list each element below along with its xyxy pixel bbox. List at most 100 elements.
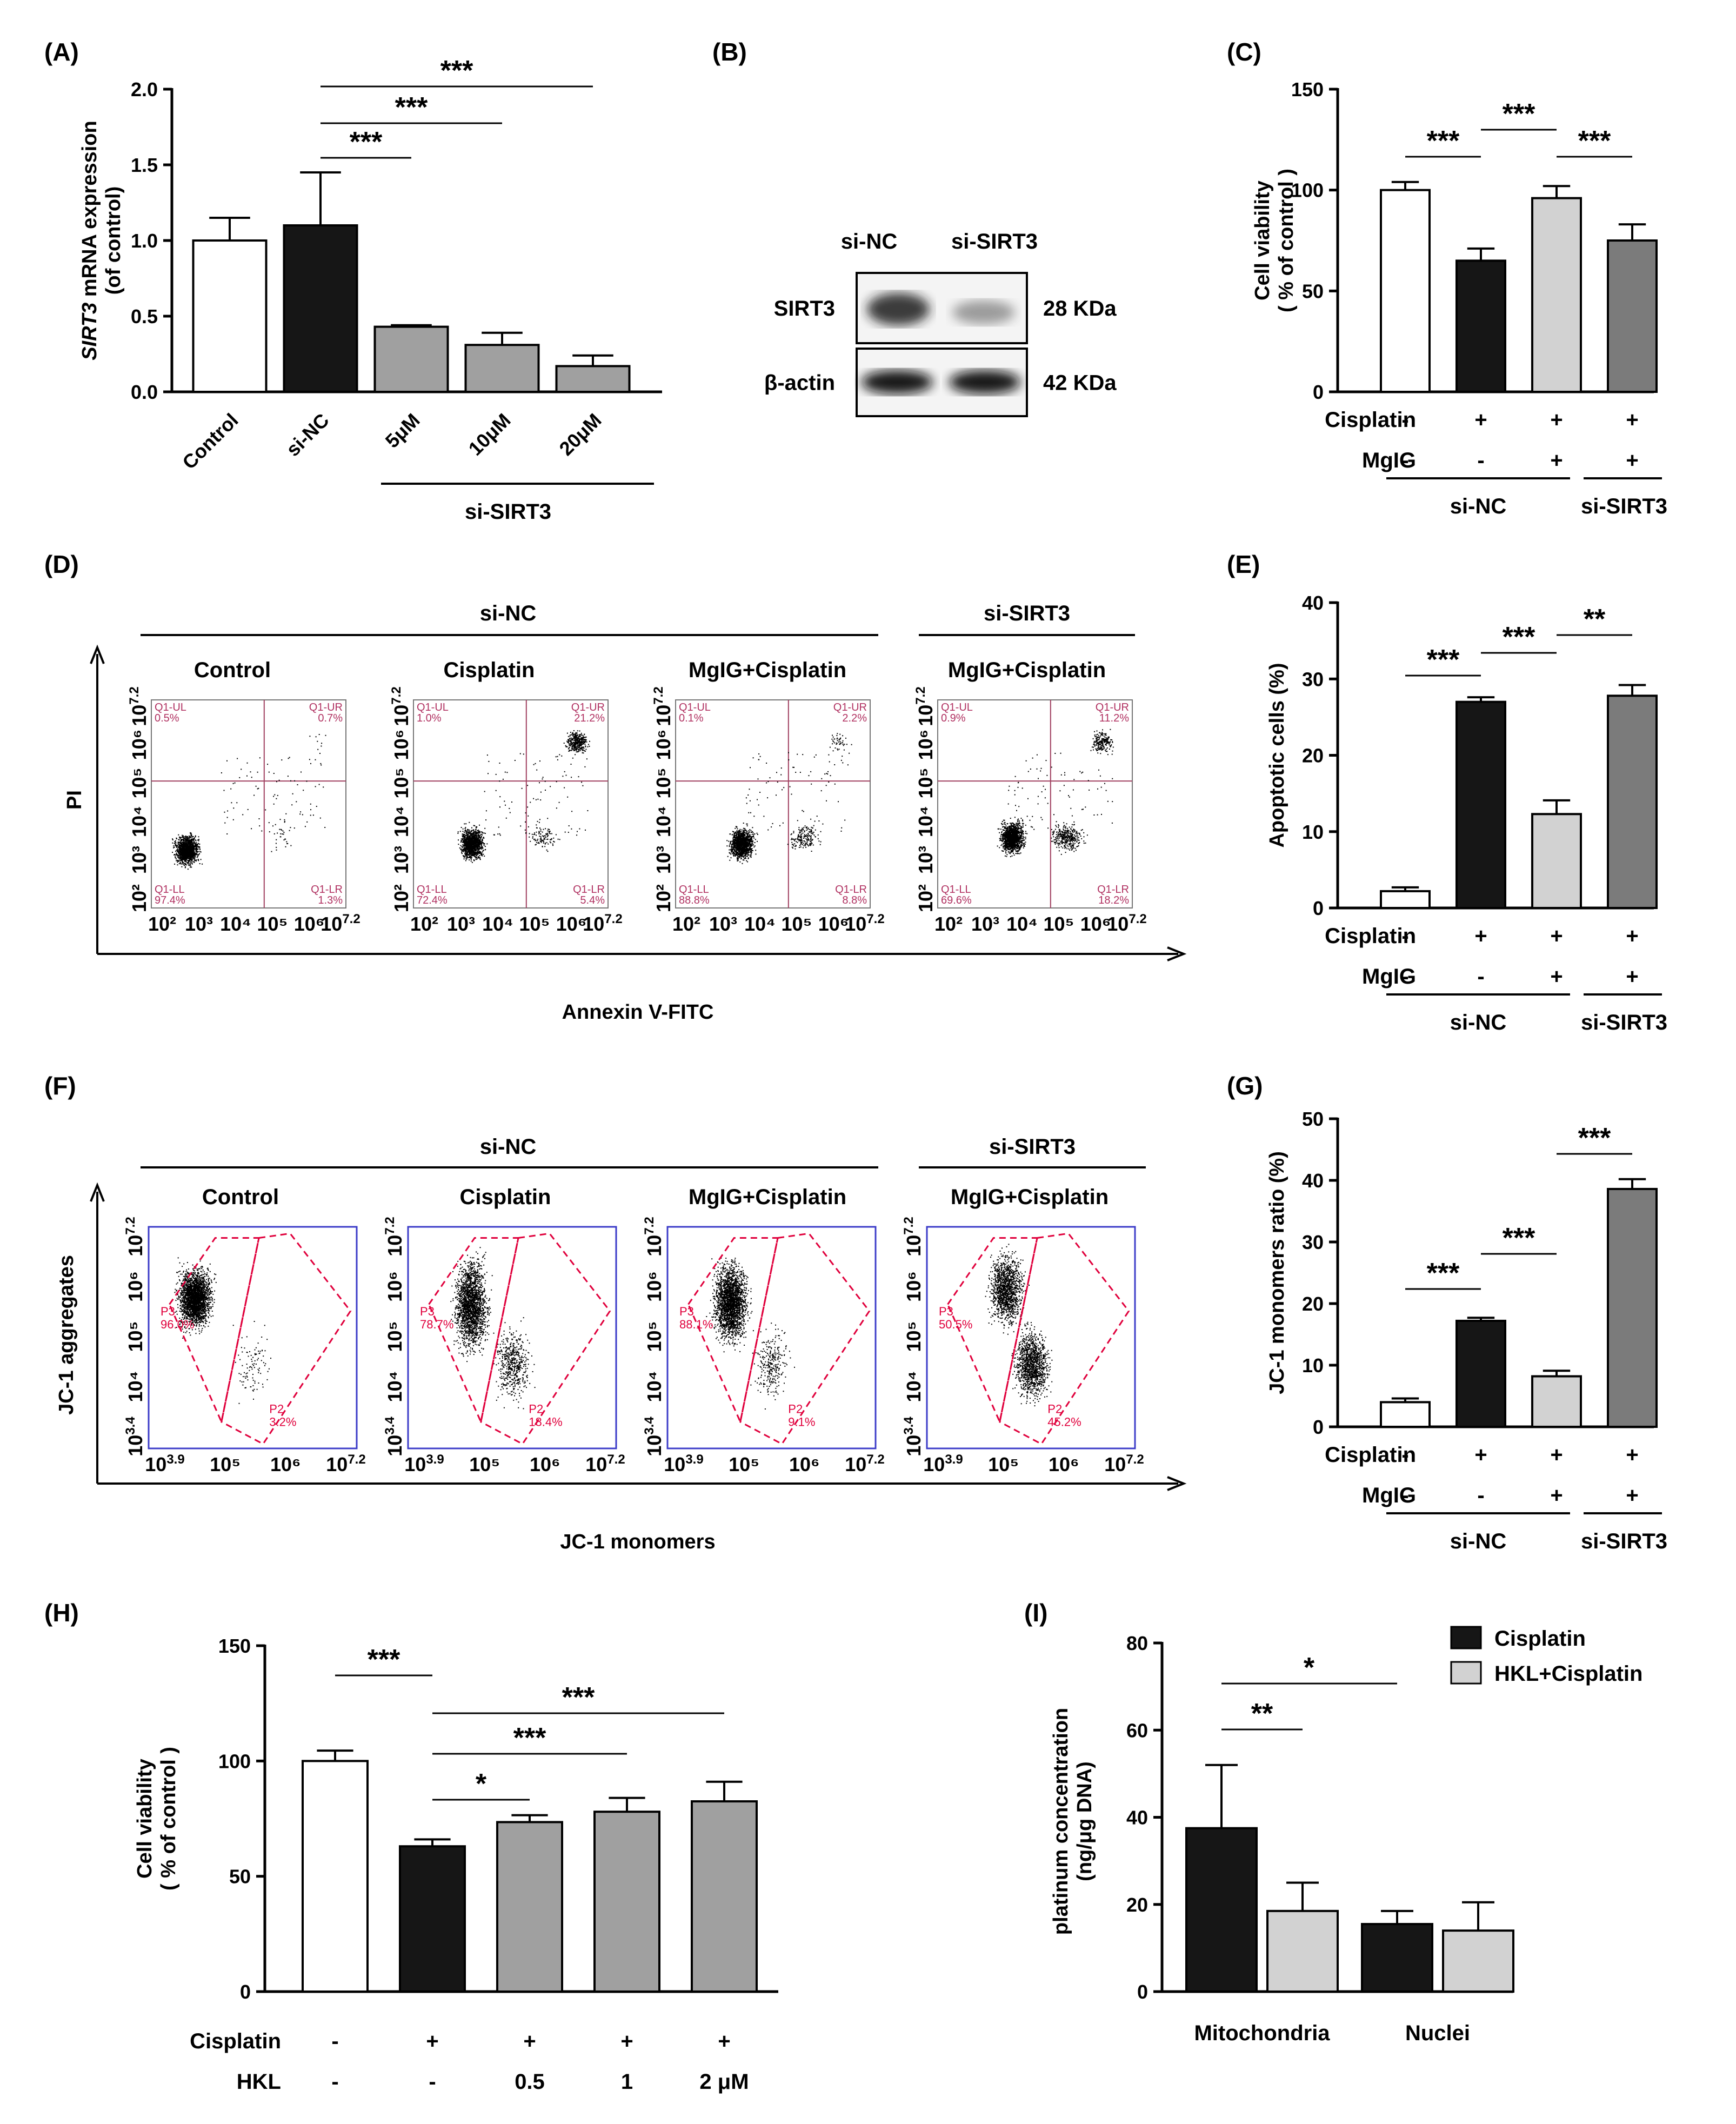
panel-label: (B) [712, 38, 747, 66]
condition-mark: - [429, 2070, 436, 2094]
flow-dots [706, 1257, 795, 1410]
condition-mark: - [331, 2029, 338, 2053]
bar [1266, 1909, 1339, 1993]
bar [1607, 1187, 1658, 1428]
significance-stars: *** [513, 1722, 546, 1754]
y-tick-label: 10⁴ [903, 1371, 925, 1402]
significance-stars: *** [1503, 622, 1535, 653]
quadrant-name: Q1-LR [573, 884, 605, 896]
y-tick-label: 107.2 [383, 1217, 406, 1256]
gate-percent: 18.4% [529, 1415, 562, 1428]
panel-label: (C) [1227, 38, 1261, 66]
plot-title: MgIG+Cisplatin [951, 1185, 1109, 1209]
quadrant-name: Q1-UR [833, 702, 867, 713]
y-axis-title: JC-1 aggregates [55, 1255, 78, 1415]
condition-mark: + [1550, 965, 1563, 988]
x-tick-label: 10² [672, 913, 700, 935]
y-tick-label: 103.4 [642, 1417, 665, 1457]
flow-plot-frame [407, 1226, 617, 1450]
y-tick-label: 10⁵ [384, 1321, 406, 1352]
y-tick-label: 150 [1291, 78, 1324, 101]
y-tick-label: 1.0 [131, 230, 158, 252]
condition-mark: - [1477, 1484, 1484, 1507]
quadrant-percent: 97.4% [155, 894, 185, 906]
x-tick-label: 10⁶ [530, 1453, 560, 1475]
significance-stars: * [1304, 1652, 1315, 1684]
bar [1185, 1827, 1258, 1993]
group-label: si-SIRT3 [465, 500, 551, 524]
condition-mark: 0.5 [515, 2070, 545, 2094]
quadrant-percent: 1.3% [318, 894, 343, 906]
y-tick-label: 103.4 [123, 1417, 146, 1457]
y-tick-label: 40 [1302, 1170, 1324, 1192]
x-tick-label: 10⁵ [210, 1453, 241, 1475]
y-tick-label: 107.2 [651, 686, 675, 726]
condition-mark: + [523, 2029, 536, 2053]
quadrant-percent: 1.0% [417, 712, 442, 724]
condition-mark: + [1550, 408, 1563, 432]
bar [593, 1811, 660, 1993]
quadrant-name: Q1-LL [417, 884, 447, 896]
gate-p2 [221, 1232, 352, 1445]
y-tick-label: 10⁴ [128, 806, 150, 837]
quadrant-name: Q1-UR [309, 702, 343, 713]
condition-mark: + [1626, 1484, 1638, 1507]
y-axis-title-line: SIRT3 mRNA expression [78, 121, 101, 360]
condition-mark: + [718, 2029, 730, 2053]
y-tick-label: 10⁴ [384, 1371, 406, 1402]
panel-label: (G) [1227, 1072, 1263, 1100]
condition-mark: + [1474, 924, 1487, 948]
y-tick-label: 10⁶ [390, 730, 412, 760]
quadrant-percent: 5.4% [580, 894, 605, 906]
y-tick-label: 20 [1126, 1894, 1148, 1916]
x-tick-label: 107.2 [321, 912, 360, 935]
condition-mark: - [1401, 408, 1408, 432]
significance-stars: *** [562, 1682, 595, 1713]
x-tick-label: 10⁶ [556, 913, 587, 935]
y-tick-label: 10⁶ [124, 1271, 146, 1302]
y-tick-label: 10⁶ [652, 730, 675, 760]
flow-plot-frame [413, 699, 609, 909]
group-label: si-SIRT3 [984, 602, 1070, 625]
group-label: si-NC [1450, 495, 1506, 518]
y-axis-title-line: ( % of control ) [157, 1747, 180, 1891]
y-tick-label: 10³ [390, 846, 412, 874]
x-tick-label: 10³ [185, 913, 213, 935]
bar [1380, 1401, 1431, 1428]
molecular-weight: 28 KDa [1043, 297, 1117, 320]
y-axis-title: SIRT3 mRNA expression (of control) [78, 121, 125, 360]
y-tick-label: 50 [1302, 280, 1324, 302]
y-tick-label: 107.2 [642, 1217, 665, 1256]
y-tick-label: 10 [1302, 1354, 1324, 1377]
y-axis-title-line: (of control) [102, 186, 125, 295]
bar [1531, 813, 1582, 909]
x-tick-label: Mitochondria [1194, 2021, 1330, 2045]
flow-plot-frame [937, 699, 1133, 909]
condition-mark: - [1401, 965, 1408, 988]
flow-plot-frame [926, 1226, 1136, 1450]
condition-mark: + [1550, 449, 1563, 472]
y-tick-label: 20 [1302, 745, 1324, 767]
significance-stars: *** [1427, 644, 1460, 676]
y-axis-title-line: Cell viability [133, 1759, 156, 1879]
condition-name: Cisplatin [1325, 408, 1416, 432]
condition-mark: + [1626, 924, 1638, 948]
x-tick-label: 20μM [555, 409, 606, 460]
condition-name: Cisplatin [1325, 1443, 1416, 1467]
bar [691, 1800, 758, 1993]
bar [1531, 1375, 1582, 1428]
y-tick-label: 10² [390, 884, 412, 912]
x-tick-label: 10⁶ [294, 913, 325, 935]
condition-mark: + [1626, 408, 1638, 432]
panel-label: (H) [44, 1599, 79, 1627]
significance-stars: *** [395, 92, 428, 123]
y-tick-label: 10⁵ [390, 768, 412, 799]
condition-mark: - [331, 2070, 338, 2094]
y-tick-label: 10⁴ [652, 806, 675, 837]
bar [1455, 259, 1506, 393]
y-tick-label: 10⁶ [128, 730, 150, 760]
y-tick-label: 10⁵ [128, 768, 150, 799]
panel-label: (D) [44, 550, 79, 578]
gate-name: P3 [939, 1305, 953, 1318]
